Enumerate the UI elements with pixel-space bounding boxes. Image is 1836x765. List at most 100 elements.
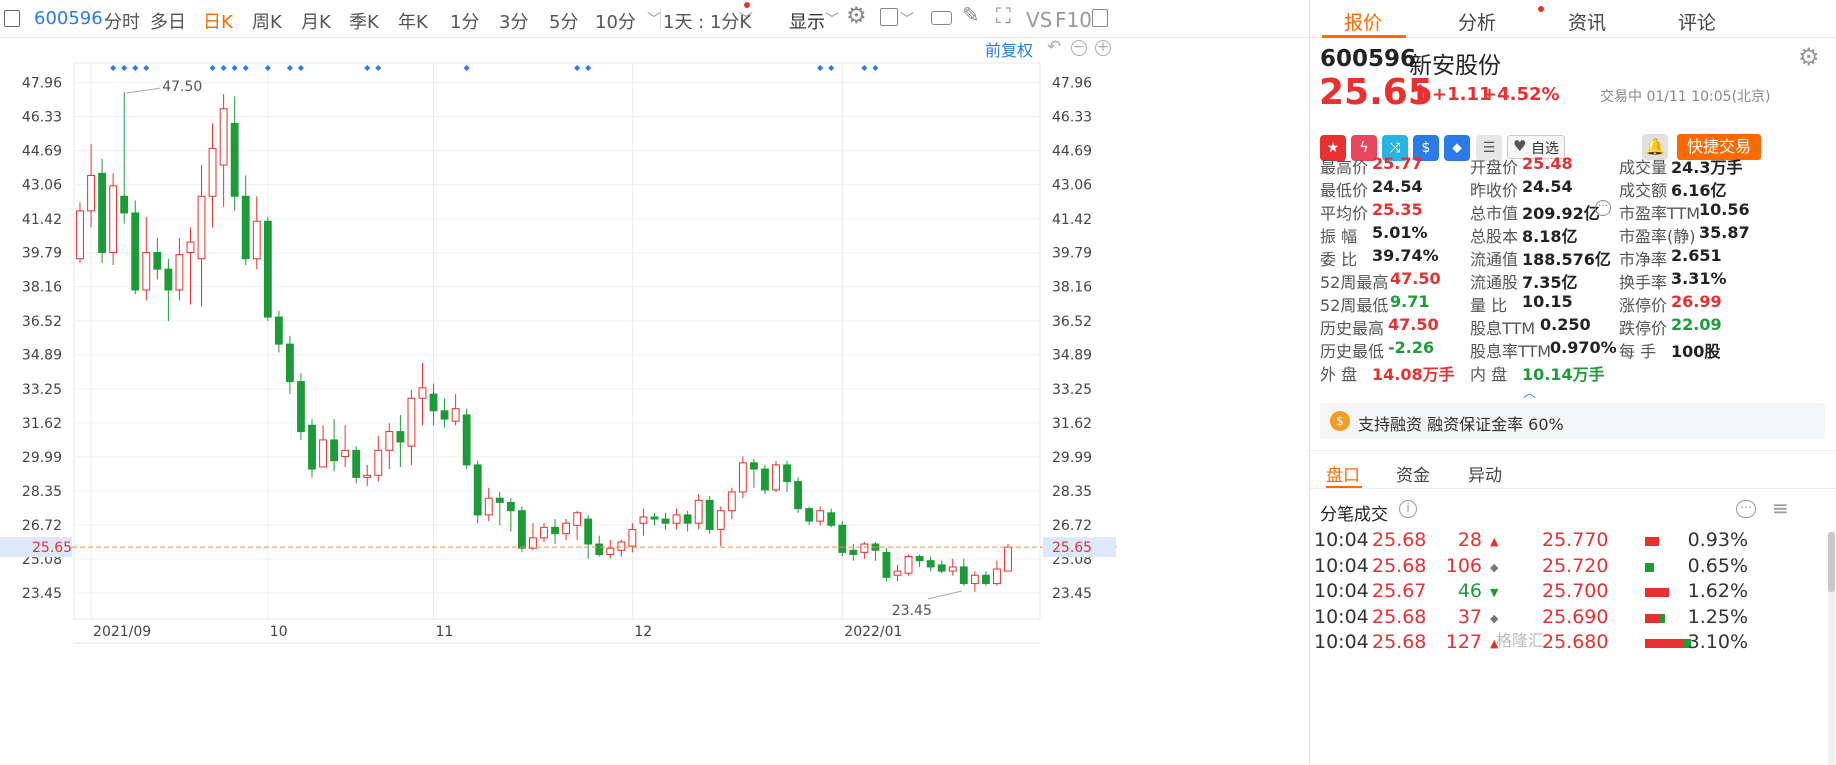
- panel-toggle-icon[interactable]: [1092, 9, 1108, 27]
- list-menu-icon[interactable]: ≡: [1772, 496, 1789, 520]
- stat-value: 5.01%: [1372, 223, 1428, 242]
- stat-value: -2.26: [1388, 338, 1435, 357]
- settings-gear-icon[interactable]: ⚙: [846, 3, 867, 29]
- layout-chevron-icon[interactable]: ﹀: [900, 12, 914, 28]
- trade-time: 10:04: [1314, 554, 1369, 577]
- shuffle-icon[interactable]: ⤨: [1382, 135, 1408, 161]
- trade-bar-green: [1645, 562, 1654, 572]
- zoom-in-icon[interactable]: +: [1095, 40, 1111, 56]
- event-marker-icon: [121, 65, 128, 71]
- y-tick-label-left: 41.42: [22, 212, 62, 228]
- trade-level-price: 25.690: [1542, 605, 1609, 628]
- vs-compare-button[interactable]: VS: [1026, 8, 1053, 32]
- trade-time: 10:04: [1314, 529, 1369, 551]
- low-note-line: [927, 590, 962, 600]
- lightning-icon[interactable]: ϟ: [1351, 135, 1377, 161]
- stat-value: 47.50: [1388, 315, 1439, 334]
- stock-code-label[interactable]: 600596: [34, 8, 103, 29]
- stat-label: 总股本: [1470, 227, 1519, 246]
- margin-banner[interactable]: $ 支持融资 融资保证金率 60%: [1320, 403, 1825, 439]
- candle-body: [153, 251, 162, 270]
- interval-chevron-icon[interactable]: ﹀: [739, 12, 753, 28]
- interval-dropdown-arrow-icon[interactable]: ﹀: [647, 12, 661, 28]
- tab-8[interactable]: 3分: [499, 12, 529, 33]
- quick-trade-button[interactable]: 快捷交易: [1677, 134, 1761, 160]
- zoom-out-icon[interactable]: −: [1071, 40, 1087, 56]
- subtab-1[interactable]: 资金: [1396, 466, 1430, 486]
- panel-tab-2[interactable]: 资讯: [1568, 12, 1607, 34]
- candle-body: [462, 414, 471, 466]
- display-chevron-icon[interactable]: ﹀: [825, 12, 839, 28]
- heart-icon: ♥: [1513, 137, 1527, 155]
- camera-icon[interactable]: [931, 11, 952, 25]
- active-tab-indicator: [1322, 35, 1406, 38]
- up-triangle-icon: ▲: [1490, 535, 1499, 548]
- more-options-icon[interactable]: ⋯: [1736, 500, 1756, 518]
- scrollbar-track[interactable]: [1828, 532, 1835, 765]
- tab-4[interactable]: 月K: [301, 12, 331, 33]
- tab-6[interactable]: 年K: [398, 12, 428, 33]
- stat-label: 市盈率(静): [1619, 227, 1696, 246]
- stat-label: 成交量: [1619, 158, 1668, 177]
- candle-body: [297, 381, 305, 433]
- stat-value: 24.54: [1522, 177, 1573, 196]
- candle-body: [352, 449, 361, 478]
- stat-value: 25.48: [1522, 154, 1573, 173]
- document-icon[interactable]: ☰: [1476, 135, 1502, 161]
- collapse-chevron-icon[interactable]: ︿: [1523, 386, 1537, 401]
- candle-body: [274, 316, 283, 345]
- stat-value: 8.18亿: [1522, 227, 1578, 246]
- candle-body: [617, 541, 626, 551]
- panel-tab-0[interactable]: 报价: [1344, 12, 1383, 34]
- candle-body: [738, 462, 747, 493]
- interval-select[interactable]: 1天 : 1分K: [663, 12, 752, 33]
- candle-body: [363, 474, 372, 478]
- kline-chart[interactable]: 47.96 47.96 46.33 46.33 44.69 44.69 43.06 43.06…: [0, 38, 1118, 765]
- undo-icon[interactable]: ↶: [1047, 37, 1062, 57]
- stat-value: 47.50: [1390, 269, 1441, 288]
- tag-icon[interactable]: ⬥: [1444, 135, 1470, 161]
- candle-body: [263, 220, 272, 318]
- add-watchlist-label: 自选: [1531, 141, 1559, 157]
- candle-body: [551, 526, 559, 535]
- stat-label: 振 幅: [1320, 227, 1358, 246]
- candle-body: [761, 468, 769, 491]
- y-tick-label-left: 28.35: [22, 484, 62, 500]
- candle-body: [374, 449, 383, 476]
- tab-1[interactable]: 多日: [150, 12, 186, 33]
- sidebar-toggle-icon[interactable]: [4, 10, 20, 27]
- f10-button[interactable]: F10: [1055, 8, 1092, 32]
- subtab-2[interactable]: 异动: [1468, 466, 1502, 486]
- more-info-icon[interactable]: ···: [1595, 200, 1611, 216]
- y-tick-label-left: 46.33: [22, 110, 62, 126]
- candle-body: [219, 108, 228, 166]
- tab-3[interactable]: 周K: [252, 12, 282, 33]
- y-tick-label-right: 23.45: [1052, 586, 1092, 602]
- panel-tab-1[interactable]: 分析: [1458, 12, 1497, 34]
- bell-icon[interactable]: 🔔: [1642, 134, 1668, 160]
- tab-2[interactable]: 日K: [203, 12, 233, 33]
- candle-body: [285, 343, 294, 383]
- stat-value: 25.77: [1372, 154, 1423, 173]
- panel-tab-3[interactable]: 评论: [1678, 12, 1717, 34]
- add-watchlist-button[interactable]: ♥ 自选: [1507, 135, 1565, 159]
- display-dropdown[interactable]: 显示: [789, 12, 825, 33]
- pencil-draw-icon[interactable]: ✎: [962, 3, 980, 27]
- candle-body: [529, 537, 537, 549]
- layout-box-icon[interactable]: [880, 8, 898, 26]
- candle-body: [142, 251, 151, 291]
- tab-0[interactable]: 分时: [104, 12, 140, 33]
- subtab-0[interactable]: 盘口: [1326, 466, 1360, 486]
- tab-10[interactable]: 10分: [595, 12, 636, 33]
- info-icon[interactable]: i: [1399, 500, 1417, 518]
- fullscreen-icon[interactable]: ⛶: [996, 4, 1011, 28]
- tab-5[interactable]: 季K: [349, 12, 379, 33]
- tab-9[interactable]: 5分: [549, 12, 579, 33]
- tab-7[interactable]: 1分: [450, 12, 480, 33]
- settings-gear-icon[interactable]: ⚙: [1798, 43, 1820, 71]
- scrollbar-thumb[interactable]: [1828, 532, 1835, 592]
- y-tick-label-left: 39.79: [22, 246, 62, 262]
- adjustment-mode-button[interactable]: 前复权: [985, 41, 1034, 60]
- candle-body: [517, 510, 526, 549]
- dollar-icon[interactable]: $: [1413, 135, 1439, 161]
